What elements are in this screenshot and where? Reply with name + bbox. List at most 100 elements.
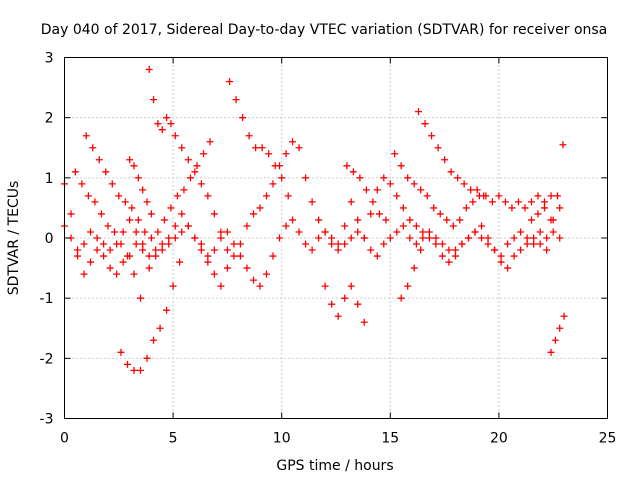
data-point — [501, 198, 509, 206]
x-tick-label: 15 — [381, 431, 399, 447]
data-point — [308, 198, 316, 206]
y-tick-label: 1 — [45, 171, 54, 187]
data-point — [438, 252, 446, 260]
data-point — [559, 141, 567, 149]
data-point — [471, 228, 479, 236]
data-point — [171, 222, 179, 230]
data-point — [171, 234, 179, 242]
data-point — [204, 192, 212, 200]
data-point — [134, 174, 142, 182]
data-point — [262, 192, 270, 200]
data-points — [61, 66, 568, 374]
data-point — [543, 234, 551, 242]
y-tick-label: 2 — [45, 111, 54, 127]
data-point — [145, 66, 153, 74]
data-point — [367, 246, 375, 254]
data-point — [137, 294, 145, 302]
data-point — [321, 282, 329, 290]
data-point — [282, 150, 290, 158]
data-point — [399, 222, 407, 230]
data-point — [236, 252, 244, 260]
data-point — [108, 180, 116, 188]
data-point — [217, 234, 225, 242]
data-point — [269, 252, 277, 260]
data-point — [115, 192, 123, 200]
data-point — [152, 252, 160, 260]
data-point — [276, 234, 284, 242]
data-point — [458, 240, 466, 248]
data-point — [223, 264, 231, 272]
data-point — [289, 138, 297, 146]
data-point — [504, 264, 512, 272]
data-point — [464, 234, 472, 242]
data-point — [451, 246, 459, 254]
data-point — [167, 120, 175, 128]
data-point — [328, 234, 336, 242]
data-series — [82, 132, 214, 242]
data-series — [397, 246, 425, 302]
data-point — [117, 240, 125, 248]
data-point — [375, 210, 383, 218]
data-point — [460, 180, 468, 188]
data-point — [360, 318, 368, 326]
data-point — [356, 174, 364, 182]
data-point — [393, 192, 401, 200]
data-point — [517, 246, 525, 254]
data-point — [123, 252, 131, 260]
data-point — [197, 240, 205, 248]
data-point — [556, 234, 564, 242]
data-point — [143, 354, 151, 362]
data-point — [354, 216, 362, 224]
data-point — [158, 240, 166, 248]
data-point — [373, 186, 381, 194]
data-series — [117, 258, 184, 374]
data-point — [278, 174, 286, 182]
data-point — [210, 270, 218, 278]
data-point — [328, 300, 336, 308]
data-point — [223, 246, 231, 254]
data-point — [425, 234, 433, 242]
data-point — [412, 240, 420, 248]
data-point — [347, 282, 355, 290]
data-point — [521, 204, 529, 212]
data-point — [523, 234, 531, 242]
data-point — [473, 186, 481, 194]
data-point — [249, 210, 257, 218]
data-point — [217, 282, 225, 290]
data-series — [321, 282, 368, 326]
data-point — [419, 234, 427, 242]
data-point — [126, 216, 134, 224]
data-point — [510, 234, 518, 242]
data-point — [184, 222, 192, 230]
data-point — [230, 252, 238, 260]
data-point — [432, 240, 440, 248]
data-point — [97, 210, 105, 218]
data-point — [93, 234, 101, 242]
data-point — [252, 144, 260, 152]
data-point — [315, 216, 323, 224]
data-point — [226, 78, 234, 86]
x-tick-label: 25 — [599, 431, 617, 447]
data-point — [147, 210, 155, 218]
data-point — [527, 216, 535, 224]
data-series — [145, 66, 231, 254]
data-point — [173, 192, 181, 200]
data-point — [152, 246, 160, 254]
data-point — [347, 198, 355, 206]
data-point — [87, 258, 95, 266]
data-point — [456, 216, 464, 224]
data-point — [206, 138, 214, 146]
data-point — [406, 216, 414, 224]
data-point — [100, 252, 108, 260]
data-point — [386, 180, 394, 188]
data-point — [451, 252, 459, 260]
data-point — [236, 240, 244, 248]
x-tick-label: 5 — [169, 431, 178, 447]
data-point — [495, 192, 503, 200]
data-series — [71, 168, 145, 302]
data-point — [412, 222, 420, 230]
data-point — [419, 228, 427, 236]
data-point — [554, 192, 562, 200]
data-point — [178, 228, 186, 236]
data-point — [130, 162, 138, 170]
